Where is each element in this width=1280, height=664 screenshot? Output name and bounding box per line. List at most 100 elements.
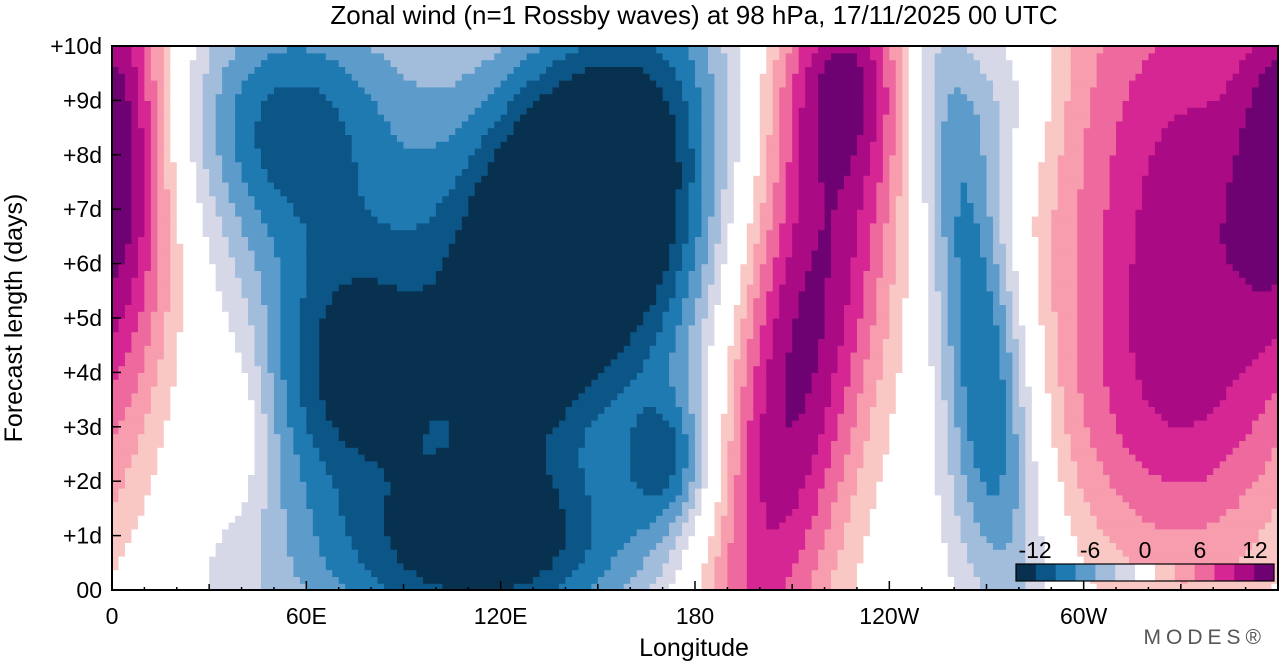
field-cell [682, 406, 690, 414]
field-cell [921, 80, 936, 88]
field-cell [824, 284, 852, 292]
field-cell [798, 148, 819, 156]
field-cell [267, 460, 282, 469]
field-cell [714, 576, 728, 584]
field-cell [805, 284, 826, 292]
field-cell [429, 420, 450, 428]
field-cell [798, 107, 819, 115]
field-cell [170, 399, 256, 407]
field-cell [934, 243, 949, 251]
field-cell [157, 161, 165, 169]
field-cell [435, 209, 469, 217]
field-cell [733, 161, 761, 169]
field-cell [170, 73, 191, 81]
field-cell [474, 148, 495, 156]
field-cell [112, 304, 126, 312]
field-cell [759, 426, 826, 435]
field-cell [759, 148, 767, 156]
field-cell [1109, 168, 1150, 176]
field-cell [740, 277, 754, 285]
field-cell [1005, 392, 1014, 401]
field-cell [772, 100, 780, 108]
field-cell [701, 148, 716, 156]
field-cell [753, 256, 767, 265]
field-cell [766, 372, 787, 380]
field-cell [189, 154, 204, 163]
field-cell [843, 399, 858, 407]
field-cell [746, 542, 806, 550]
field-cell [986, 73, 1014, 81]
field-cell [805, 474, 826, 482]
field-cell [792, 141, 800, 149]
field-cell [675, 515, 690, 523]
field-cell [267, 222, 307, 231]
field-cell [358, 556, 398, 564]
field-cell [384, 52, 495, 61]
field-cell [215, 114, 236, 122]
field-cell [701, 338, 716, 346]
field-cell [1031, 420, 1052, 428]
field-cell [785, 515, 813, 523]
field-cell [131, 154, 145, 163]
field-cell [695, 440, 703, 448]
field-cell [1044, 324, 1059, 333]
field-cell [740, 73, 761, 81]
field-cell [908, 256, 929, 265]
field-cell [144, 168, 152, 176]
field-cell [746, 229, 761, 237]
field-cell [338, 59, 392, 67]
field-cell [1057, 365, 1078, 373]
field-cell [727, 229, 748, 237]
field-cell [740, 413, 754, 421]
field-cell [1103, 467, 1150, 475]
field-cell [1135, 236, 1221, 244]
field-cell [740, 420, 748, 428]
field-cell [1012, 188, 1039, 197]
field-cell [869, 222, 884, 231]
field-cell [150, 488, 249, 496]
field-cell [112, 481, 126, 489]
field-cell [766, 311, 780, 319]
field-cell [740, 93, 761, 101]
field-cell [934, 372, 942, 380]
field-cell [889, 100, 897, 108]
field-cell [1077, 331, 1104, 339]
field-cell [494, 52, 528, 61]
field-cell [863, 182, 877, 190]
field-cell [157, 148, 165, 156]
field-cell [759, 277, 774, 285]
field-cell [798, 52, 813, 61]
field-cell [513, 120, 677, 129]
field-cell [818, 488, 839, 496]
field-cell [170, 392, 249, 401]
field-cell [863, 195, 877, 203]
field-cell [695, 474, 703, 482]
field-cell [980, 114, 1001, 122]
field-cell [170, 59, 191, 67]
field-cell [895, 263, 910, 271]
field-cell [831, 508, 852, 516]
field-cell [1031, 222, 1052, 231]
field-cell [144, 358, 158, 367]
field-cell [1135, 508, 1227, 516]
field-cell [720, 195, 735, 203]
field-cell [112, 73, 126, 81]
field-cell [254, 256, 282, 265]
field-cell [701, 175, 716, 183]
field-cell [727, 100, 741, 108]
field-cell [1109, 535, 1260, 543]
field-cell [319, 331, 631, 339]
field-cell [714, 175, 728, 183]
field-cell [209, 243, 230, 251]
field-cell [1129, 290, 1278, 299]
field-cell [118, 324, 139, 333]
field-cell [144, 93, 158, 101]
field-cell [1038, 318, 1059, 326]
field-cell [157, 100, 165, 108]
field-cell [578, 454, 631, 462]
field-cell [999, 338, 1007, 346]
field-cell [1148, 52, 1247, 61]
field-cell [1018, 290, 1039, 299]
field-cell [772, 188, 787, 197]
field-cell [856, 331, 871, 339]
